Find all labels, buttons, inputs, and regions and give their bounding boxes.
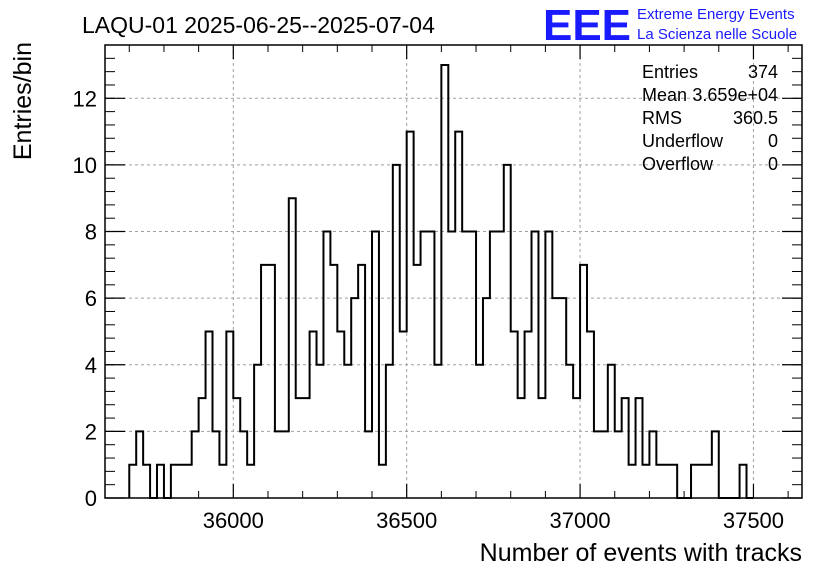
stats-value: 3.659e+04: [692, 85, 778, 105]
stats-label: Underflow: [642, 131, 724, 151]
eee-logo: EEE Extreme Energy Events La Scienza nel…: [543, 1, 797, 50]
x-tick-labels: 36000 36500 37000 37500: [203, 508, 784, 533]
stats-value: 374: [748, 62, 778, 82]
grid-lines: [105, 45, 802, 498]
y-tick-label: 4: [85, 353, 97, 378]
y-tick-label: 6: [85, 286, 97, 311]
x-axis-label: Number of events with tracks: [480, 539, 802, 567]
histogram-outline: [128, 63, 754, 499]
x-tick-label: 37500: [723, 508, 784, 533]
y-tick-label: 8: [85, 220, 97, 245]
stats-label: RMS: [642, 108, 682, 128]
logo-line-2: La Scienza nelle Scuole: [637, 26, 797, 43]
axis-ticks: [105, 44, 802, 499]
stats-value: 0: [768, 131, 778, 151]
y-axis-label: Entries/bin: [9, 42, 37, 160]
logo-mark: EEE: [543, 1, 631, 50]
y-tick-label: 0: [85, 486, 97, 511]
stats-label: Mean: [642, 85, 687, 105]
y-tick-label: 10: [73, 153, 97, 178]
stats-label: Entries: [642, 62, 698, 82]
plot-frame: [104, 44, 803, 499]
x-tick-label: 36000: [203, 508, 264, 533]
stats-box: Entries 374 Mean 3.659e+04 RMS 360.5 Underflow…: [642, 62, 778, 174]
y-tick-labels: 0 2 4 6 8 10 12: [73, 86, 97, 511]
logo-line-1: Extreme Energy Events: [637, 6, 795, 23]
x-tick-label: 37000: [549, 508, 610, 533]
stats-value: 0: [768, 154, 778, 174]
x-tick-label: 36500: [376, 508, 437, 533]
y-tick-label: 2: [85, 419, 97, 444]
y-tick-label: 12: [73, 86, 97, 111]
stats-value: 360.5: [733, 108, 778, 128]
stats-label: Overflow: [642, 154, 714, 174]
chart-title: LAQU-01 2025-06-25--2025-07-04: [82, 12, 435, 38]
